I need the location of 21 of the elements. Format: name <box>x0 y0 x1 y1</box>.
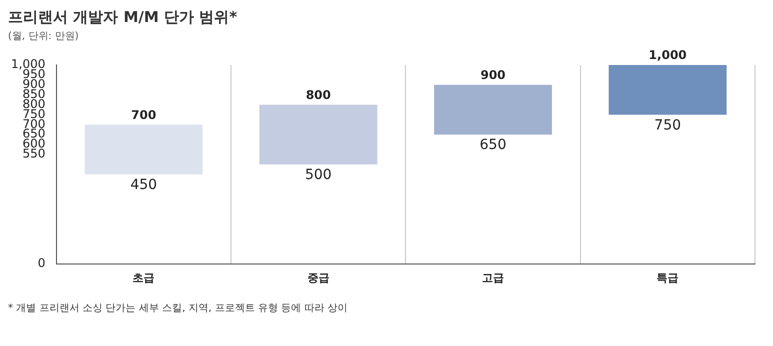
annotation: 650 <box>480 137 506 154</box>
annotation: 1,000 <box>648 48 687 62</box>
bar <box>608 65 727 115</box>
y-tick-label: 0 <box>38 256 46 270</box>
x-tick-label: 특급 <box>656 271 679 284</box>
annotation: 450 <box>130 176 158 193</box>
text: * 개별 프리랜서 소싱 단가는 세부 스킬, 지역, 프로젝트 유형 등에 따라 상이 <box>8 302 349 315</box>
bar <box>434 84 552 135</box>
annotation: 800 <box>306 88 331 102</box>
chart-title: 프리랜서 개발자 M/M 단가 범위* <box>8 8 238 27</box>
annotation: 700 <box>131 108 156 122</box>
annotation: 500 <box>304 167 332 184</box>
chart-subtitle: (월, 단위: 만원) <box>8 30 80 43</box>
y-tick-label: 550 <box>22 146 46 161</box>
annotation: 750 <box>654 117 682 134</box>
annotation: 900 <box>480 68 506 82</box>
x-tick-label: 초급 <box>132 271 155 284</box>
x-tick-label: 고급 <box>482 271 504 284</box>
bar <box>84 124 203 174</box>
x-tick-label: 중급 <box>307 271 330 284</box>
bar <box>259 104 378 164</box>
